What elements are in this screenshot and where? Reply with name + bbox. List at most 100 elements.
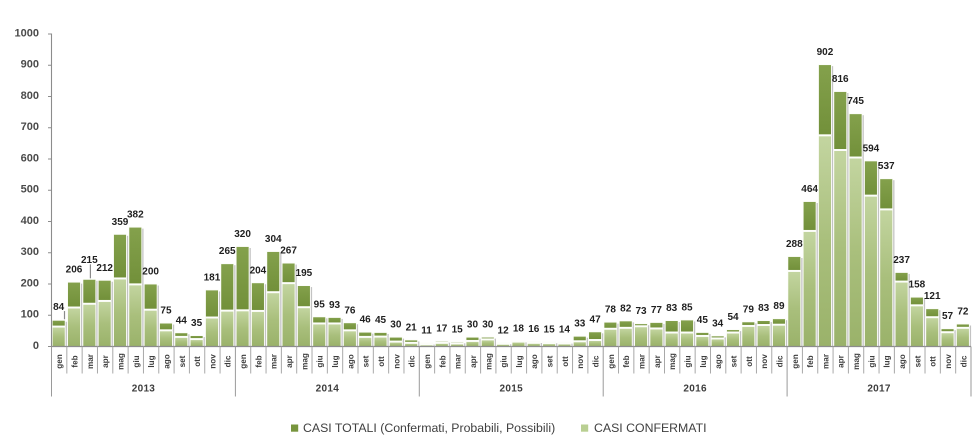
svg-text:mar: mar: [454, 353, 463, 369]
svg-text:16: 16: [528, 324, 540, 335]
svg-text:73: 73: [635, 306, 647, 317]
svg-text:2014: 2014: [316, 384, 340, 395]
svg-text:ago: ago: [530, 354, 539, 369]
svg-text:gen: gen: [55, 354, 64, 369]
svg-text:15: 15: [544, 324, 556, 335]
svg-text:ago: ago: [346, 354, 355, 369]
svg-text:2013: 2013: [132, 384, 156, 395]
svg-text:800: 800: [21, 90, 39, 102]
svg-text:12: 12: [498, 325, 510, 336]
svg-text:206: 206: [66, 265, 83, 276]
svg-text:89: 89: [773, 301, 785, 312]
svg-text:21: 21: [406, 322, 418, 333]
svg-text:267: 267: [280, 246, 297, 257]
svg-text:195: 195: [296, 268, 313, 279]
svg-text:set: set: [913, 355, 922, 367]
svg-text:215: 215: [81, 255, 98, 266]
svg-text:CASI CONFERMATI: CASI CONFERMATI: [594, 421, 707, 435]
svg-text:ott: ott: [561, 356, 570, 367]
svg-text:mar: mar: [86, 353, 95, 369]
svg-text:30: 30: [482, 320, 494, 331]
svg-text:30: 30: [390, 320, 402, 331]
svg-text:giu: giu: [316, 355, 325, 367]
svg-text:200: 200: [142, 267, 159, 278]
svg-text:537: 537: [878, 161, 895, 172]
svg-text:85: 85: [681, 302, 693, 313]
svg-text:900: 900: [21, 59, 39, 71]
svg-text:gen: gen: [791, 354, 800, 369]
svg-text:0: 0: [33, 340, 39, 352]
svg-text:745: 745: [847, 96, 864, 107]
svg-text:382: 382: [127, 210, 144, 221]
svg-text:121: 121: [924, 291, 941, 302]
svg-text:212: 212: [96, 263, 113, 274]
svg-text:83: 83: [666, 303, 678, 314]
svg-text:45: 45: [375, 315, 387, 326]
svg-text:200: 200: [21, 277, 39, 289]
svg-text:nov: nov: [576, 354, 585, 369]
svg-text:72: 72: [957, 307, 969, 318]
svg-text:79: 79: [743, 304, 755, 315]
svg-text:giu: giu: [500, 355, 509, 367]
svg-text:ago: ago: [714, 354, 723, 369]
svg-text:set: set: [729, 355, 738, 367]
svg-text:594: 594: [863, 143, 880, 154]
svg-text:ott: ott: [745, 356, 754, 367]
svg-text:304: 304: [265, 234, 282, 245]
svg-text:82: 82: [620, 303, 632, 314]
svg-text:ott: ott: [929, 356, 938, 367]
svg-text:93: 93: [329, 300, 341, 311]
svg-text:902: 902: [817, 47, 834, 58]
svg-text:lug: lug: [883, 355, 892, 367]
svg-text:ott: ott: [377, 356, 386, 367]
svg-text:204: 204: [250, 265, 267, 276]
svg-text:apr: apr: [469, 354, 478, 368]
svg-text:nov: nov: [760, 354, 769, 369]
svg-text:lug: lug: [331, 355, 340, 367]
svg-text:set: set: [362, 355, 371, 367]
svg-text:apr: apr: [101, 354, 110, 368]
svg-text:lug: lug: [147, 355, 156, 367]
svg-text:ago: ago: [162, 354, 171, 369]
svg-text:feb: feb: [254, 355, 263, 367]
svg-text:237: 237: [893, 255, 910, 266]
svg-text:dic: dic: [224, 355, 233, 367]
svg-text:158: 158: [909, 280, 926, 291]
svg-text:set: set: [546, 355, 555, 367]
svg-text:46: 46: [360, 315, 372, 326]
svg-text:mar: mar: [821, 353, 830, 369]
svg-text:300: 300: [21, 246, 39, 258]
svg-text:464: 464: [801, 184, 818, 195]
svg-text:54: 54: [727, 312, 739, 323]
svg-text:gen: gen: [607, 354, 616, 369]
svg-text:gen: gen: [239, 354, 248, 369]
svg-text:11: 11: [421, 326, 432, 337]
svg-text:feb: feb: [622, 355, 631, 367]
svg-text:2017: 2017: [867, 384, 891, 395]
svg-text:700: 700: [21, 121, 39, 133]
svg-text:mag: mag: [668, 353, 677, 370]
svg-text:mag: mag: [484, 353, 493, 370]
svg-text:2015: 2015: [500, 384, 524, 395]
svg-text:78: 78: [605, 305, 617, 316]
svg-text:400: 400: [21, 215, 39, 227]
svg-text:33: 33: [574, 319, 586, 330]
svg-text:57: 57: [942, 311, 954, 322]
svg-text:dic: dic: [959, 355, 968, 367]
svg-text:feb: feb: [438, 355, 447, 367]
svg-text:76: 76: [344, 305, 356, 316]
svg-text:45: 45: [697, 315, 709, 326]
svg-text:mag: mag: [300, 353, 309, 370]
svg-text:17: 17: [436, 324, 448, 335]
svg-text:816: 816: [832, 74, 849, 85]
svg-text:giu: giu: [683, 355, 692, 367]
svg-text:320: 320: [234, 229, 251, 240]
svg-text:ago: ago: [898, 354, 907, 369]
svg-text:15: 15: [452, 324, 464, 335]
svg-text:mag: mag: [116, 353, 125, 370]
svg-text:feb: feb: [806, 355, 815, 367]
svg-text:14: 14: [559, 325, 571, 336]
svg-text:83: 83: [758, 303, 770, 314]
svg-text:288: 288: [786, 239, 803, 250]
svg-text:44: 44: [176, 315, 188, 326]
